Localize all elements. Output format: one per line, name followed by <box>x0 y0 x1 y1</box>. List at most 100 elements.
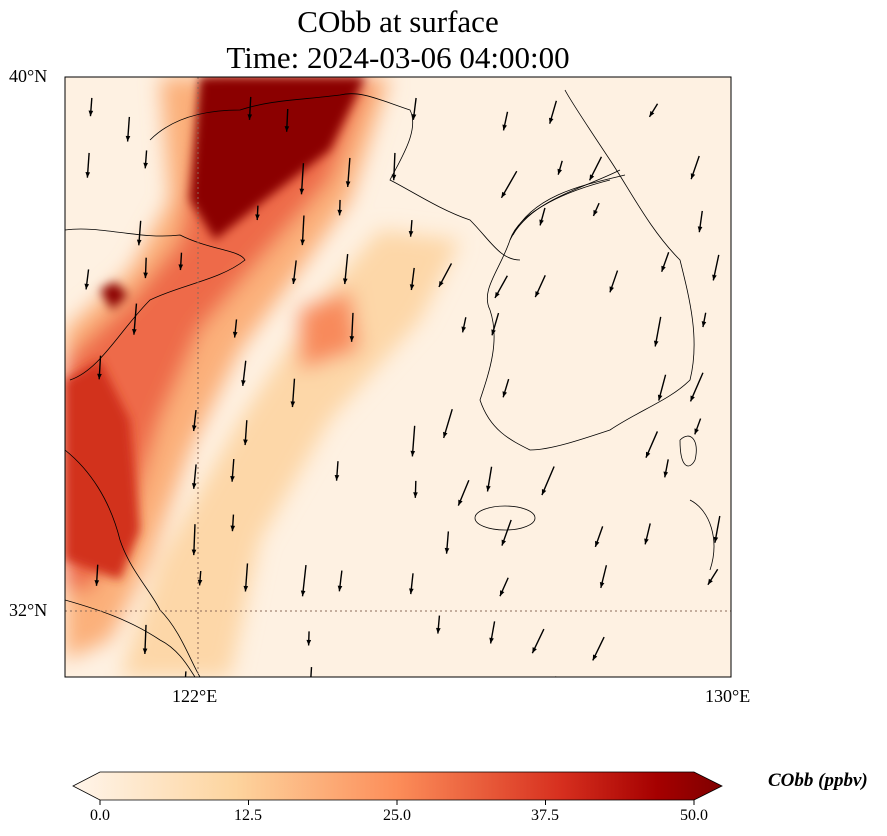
wind-vector-head <box>645 451 651 458</box>
wind-vector-head <box>499 590 505 597</box>
wind-vector-head <box>334 474 340 481</box>
wind-vector-head <box>713 536 719 543</box>
wind-vector-head <box>535 291 540 298</box>
wind-vector-head <box>291 278 297 284</box>
wind-vector-head <box>178 264 184 271</box>
wind-vector-head <box>532 647 537 654</box>
wind-vector-head <box>342 278 348 285</box>
wind-vector-head <box>539 219 544 226</box>
wind-vector-head <box>707 578 713 585</box>
wind-vector-head <box>255 214 260 221</box>
colorbar-tick: 25.0 <box>383 807 411 824</box>
wind-vector-head <box>409 588 414 595</box>
wind-vector-head <box>408 230 414 237</box>
wind-vector-head <box>690 173 696 180</box>
lon-tick-122e: 122°E <box>172 686 218 706</box>
wind-vector-head <box>502 124 507 131</box>
wind-vector-head <box>644 538 649 545</box>
wind-vector-head <box>136 239 142 246</box>
wind-vector-head <box>299 188 305 195</box>
wind-vector <box>402 687 403 711</box>
gridlines <box>65 77 731 677</box>
left-red-area <box>65 360 140 580</box>
wind-vector-head <box>548 117 554 124</box>
mid-patch <box>300 290 360 370</box>
wind-vector-head <box>337 209 343 216</box>
wind-vector-head <box>461 326 467 333</box>
wind-vector-head <box>438 280 444 287</box>
wind-vector-head <box>361 698 366 704</box>
wind-vector-head <box>541 489 547 496</box>
wind-vector-head <box>690 395 695 402</box>
wind-vector-head <box>444 547 450 554</box>
concentration-field <box>65 77 460 677</box>
lat-tick-40n: 40°N <box>9 66 48 86</box>
wind-vector-head <box>337 585 343 592</box>
wind-vector-head <box>663 471 669 478</box>
wind-vector-head <box>243 439 248 446</box>
wind-vector <box>486 687 492 718</box>
wind-vector-head <box>85 172 91 178</box>
wind-vector-head <box>501 191 507 198</box>
wind-vector-head <box>557 168 562 175</box>
wind-vector-head <box>502 391 507 398</box>
wind-vector-head <box>411 114 417 120</box>
wind-vector-head <box>653 340 659 347</box>
wind-vector-head <box>300 590 306 597</box>
wind-vector-head <box>589 174 595 181</box>
wind-vector-head <box>494 292 500 298</box>
wind-vector-head <box>191 425 197 431</box>
orange-plume <box>65 77 390 660</box>
wind-vector-head <box>712 274 717 281</box>
wind-vector-head <box>306 639 312 646</box>
wind-vector-head <box>657 394 663 401</box>
wind-vector-head <box>391 174 397 181</box>
light-plume <box>120 230 460 677</box>
wind-vector-head <box>191 549 197 556</box>
colorbar-label: CObb (ppbv) <box>768 770 868 791</box>
wind-vectors <box>84 96 721 718</box>
wind-vector-head <box>97 373 102 380</box>
wind-vector-head <box>501 539 507 546</box>
wind-vector-head <box>697 226 703 233</box>
wind-vector-head <box>649 110 655 117</box>
wind-vector-head <box>592 654 598 661</box>
wind-vector-head <box>609 286 614 293</box>
wind-vector-head <box>191 483 197 489</box>
wind-vector-head <box>491 329 496 336</box>
wind-vector-head <box>197 579 203 586</box>
wind-vector <box>450 688 462 713</box>
title-line2: Time: 2024-03-06 04:00:00 <box>226 40 570 75</box>
wind-vector <box>555 676 557 677</box>
wind-vector <box>363 686 364 704</box>
wind-vector-head <box>94 580 100 586</box>
wind-vector-head <box>409 284 415 291</box>
wind-vector-head <box>143 162 148 169</box>
wind-vector-head <box>458 499 463 506</box>
colorbar-tick: 0.0 <box>90 807 110 824</box>
wind-vector-head <box>300 239 305 246</box>
wind-vector-head <box>145 703 150 709</box>
lat-tick-32n: 32°N <box>9 600 48 620</box>
wind-vector-head <box>84 283 90 290</box>
wind-vector-head <box>230 525 236 532</box>
wind-vector-head <box>599 582 605 588</box>
wind-vector-head <box>436 627 441 634</box>
wind-vector-head <box>489 637 494 644</box>
wind-vector-head <box>88 110 94 117</box>
colorbar <box>72 771 723 805</box>
wind-vector-head <box>290 401 296 408</box>
map-frame <box>64 76 732 678</box>
wind-vector-head <box>308 681 313 687</box>
wind-vector-head <box>345 181 351 187</box>
wind-vector-head <box>595 540 600 547</box>
lon-tick-130e: 130°E <box>705 686 751 706</box>
wind-vector-head <box>701 321 707 328</box>
wind-vector-head <box>486 485 491 492</box>
wind-vector-head <box>143 272 148 279</box>
wind-vector-head <box>349 336 355 342</box>
title-line1: CObb at surface <box>297 4 499 39</box>
wind-vector <box>146 682 150 710</box>
